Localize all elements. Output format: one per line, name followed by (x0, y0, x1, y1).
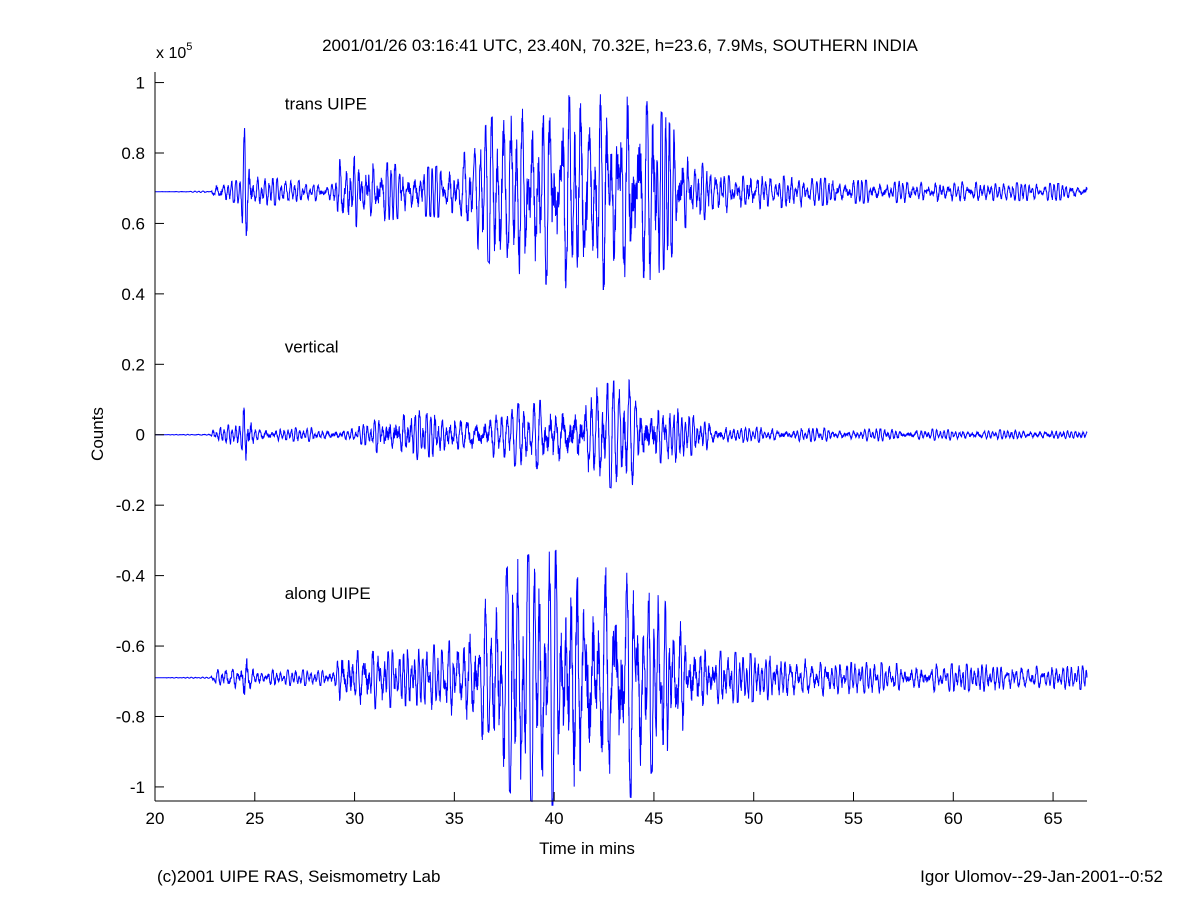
y-tick-label: 0.2 (121, 355, 145, 374)
y-tick-label: 1 (136, 74, 145, 93)
x-tick-label: 50 (744, 809, 763, 828)
trace-trans-uipe (155, 94, 1088, 290)
y-exponent-base: x 10 (156, 45, 186, 62)
axes: 20 25 30 35 40 45 50 55 60 65 1 0.8 0.6 0.4 0.2 0 -0.2 -0… (116, 72, 1087, 828)
series-label: vertical (285, 338, 339, 357)
y-axis-label: Counts (88, 407, 107, 461)
x-tick-label: 25 (245, 809, 264, 828)
x-axis-label: Time in mins (539, 839, 635, 858)
chart-title: 2001/01/26 03:16:41 UTC, 23.40N, 70.32E,… (322, 36, 918, 55)
x-tick-label: 30 (345, 809, 364, 828)
footer-copyright: (c)2001 UIPE RAS, Seismometry Lab (157, 867, 440, 886)
series-labels: trans UIPE vertical along UIPE (285, 95, 371, 604)
y-tick-label: 0.4 (121, 285, 145, 304)
y-tick-label: 0.8 (121, 144, 145, 163)
x-tick-label: 35 (445, 809, 464, 828)
trace-vertical (155, 379, 1088, 489)
y-tick-label: -0.8 (116, 707, 145, 726)
x-tick-label: 40 (545, 809, 564, 828)
y-tick-label: -0.4 (116, 567, 145, 586)
x-tick-label: 20 (146, 809, 165, 828)
y-tick-label: 0.6 (121, 214, 145, 233)
x-tick-label: 45 (644, 809, 663, 828)
series-label: trans UIPE (285, 95, 367, 114)
y-tick-label: 0 (136, 426, 145, 445)
y-tick-label: -0.2 (116, 496, 145, 515)
traces (155, 94, 1088, 806)
footer-author-date: Igor Ulomov--29-Jan-2001--0:52 (920, 867, 1163, 886)
x-tick-label: 60 (944, 809, 963, 828)
y-tick-label: -1 (130, 778, 145, 797)
series-label: along UIPE (285, 584, 371, 603)
trace-along-uipe (155, 549, 1088, 806)
y-exponent-power: 5 (186, 41, 192, 53)
y-tick-label: -0.6 (116, 637, 145, 656)
x-tick-label: 65 (1044, 809, 1063, 828)
x-tick-label: 55 (844, 809, 863, 828)
y-exponent-label: x 105 (156, 41, 192, 62)
